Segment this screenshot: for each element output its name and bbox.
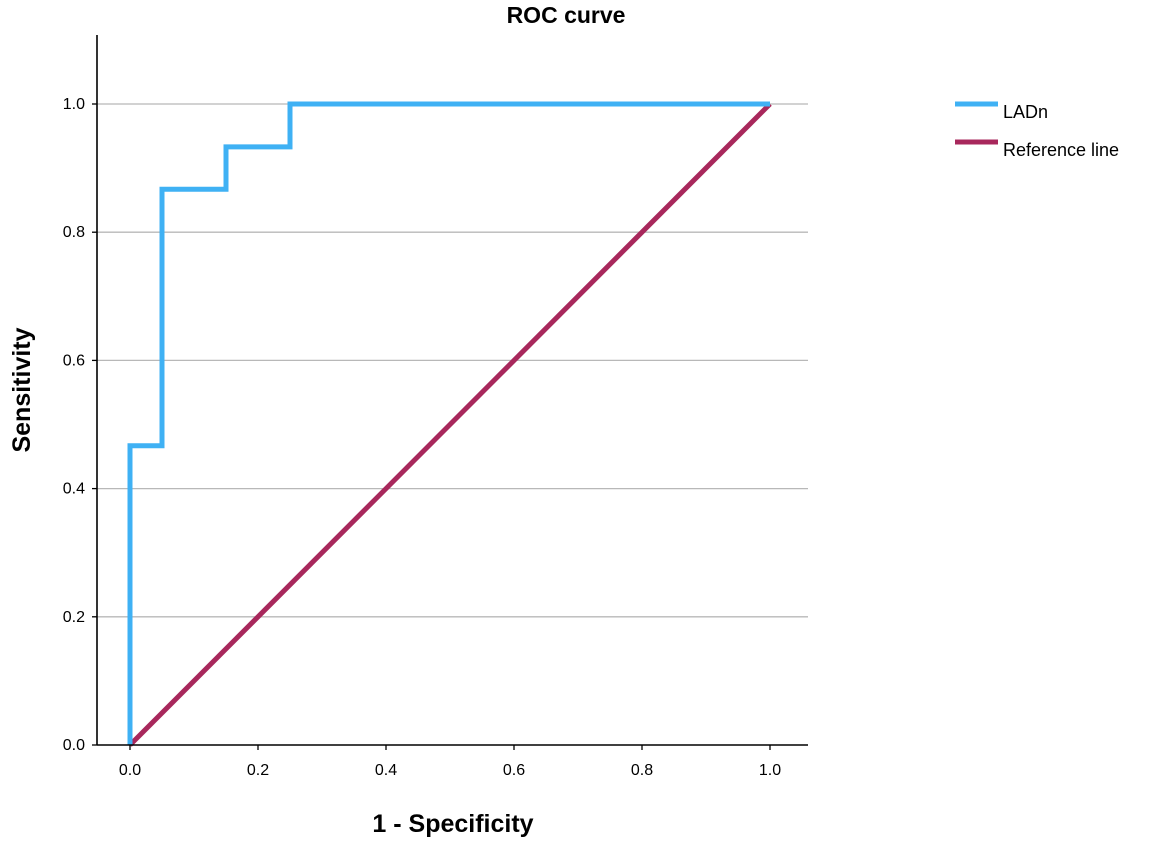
legend: LADn Reference line: [955, 101, 1119, 160]
y-tick-label: 1.0: [63, 96, 85, 113]
x-tick-label: 0.6: [503, 762, 525, 779]
x-tick-label: 0.0: [119, 762, 141, 779]
series-line-0: [127, 101, 770, 745]
y-tick-label: 0.2: [63, 609, 85, 626]
x-tick-label: 0.2: [247, 762, 269, 779]
y-axis-title: Sensitivity: [8, 327, 36, 452]
legend-label: Reference line: [1003, 140, 1119, 160]
chart-title: ROC curve: [507, 2, 626, 28]
plot-series: [127, 101, 772, 747]
y-tick-label: 0.0: [63, 737, 85, 754]
x-tick-label: 0.8: [631, 762, 653, 779]
y-tick-label: 0.4: [63, 481, 85, 498]
x-axis-title: 1 - Specificity: [372, 810, 533, 838]
x-tick-label: 0.4: [375, 762, 397, 779]
gridlines: [97, 103, 808, 618]
legend-label: LADn: [1003, 102, 1048, 122]
series-line-1: [128, 102, 772, 747]
y-tick-label: 0.8: [63, 224, 85, 241]
axis-ticks: 0.0 0.2 0.4 0.6 0.8 1.0 0.0 0.2 0.4 0.6 0.8 1.0: [63, 96, 781, 779]
y-tick-label: 0.6: [63, 352, 85, 369]
x-tick-label: 1.0: [759, 762, 781, 779]
